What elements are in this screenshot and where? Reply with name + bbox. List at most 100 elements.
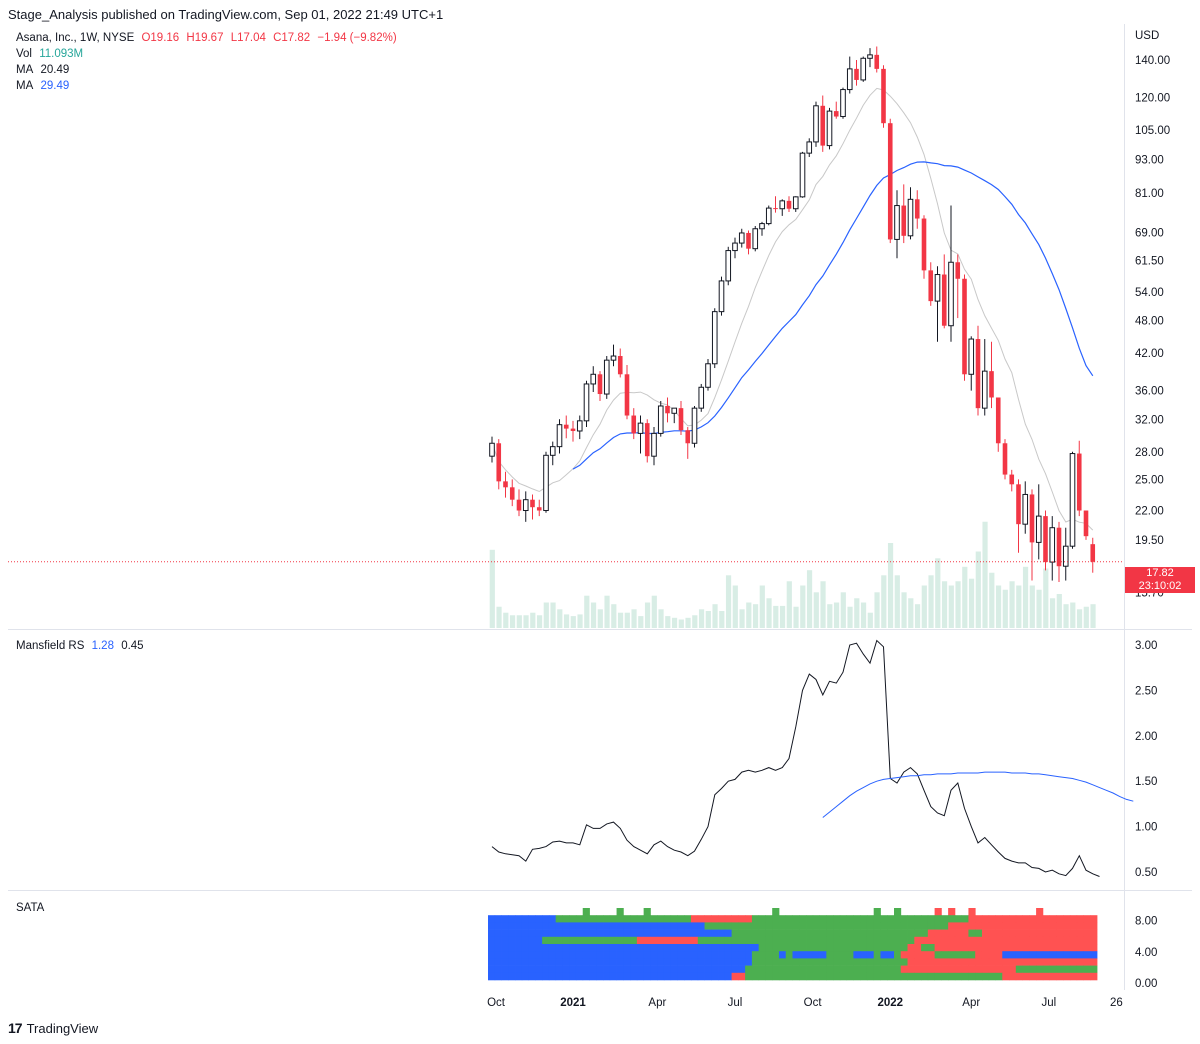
symbol-name[interactable]: Asana, Inc., 1W, NYSE [16,32,135,44]
sata-cell [988,915,996,923]
sata-cell [630,922,638,930]
sata-cell [873,929,881,938]
sata-cell [880,936,888,945]
sata-cell [1036,965,1044,974]
sata-cell [846,915,854,923]
sata-axis[interactable]: 8.00 4.00 0.00 [1135,916,1157,990]
ma1-legend[interactable]: MA 20.49 [16,62,73,78]
sata-cell [860,936,868,945]
sata-cell [765,965,773,974]
sata-cell [1002,965,1010,974]
sata-cell [677,958,685,966]
price-axis[interactable]: 140.00 120.00 105.00 93.00 81.00 69.00 61.50 54… [1135,55,1170,600]
sata-cell [988,958,996,966]
sata-cell [657,965,665,974]
sata-cell [981,922,990,930]
sata-cell [806,936,814,945]
sata-cell [853,936,861,945]
sata-cell [921,929,929,938]
volume-bar [840,592,846,628]
rs-legend[interactable]: Mansfield RS 1.28 0.45 [16,638,148,654]
sata-cell [833,915,841,923]
sata-cell [731,965,739,974]
sata-cell [927,958,935,966]
sata-cell [812,958,820,966]
sata-cell [488,944,496,952]
sata-cell [508,958,516,966]
sata-cell [839,922,848,930]
tradingview-brand[interactable]: 17 TradingView [8,1020,98,1036]
ma2-legend[interactable]: MA 29.49 [16,78,73,94]
sata-cell [630,915,638,923]
sata-cell [914,951,922,959]
sata-cell [589,965,597,974]
sata-cell [1002,929,1010,938]
candle-up [860,57,867,81]
sata-cell [1063,951,1071,959]
time-axis[interactable]: Oct 2021 Apr Jul Oct 2022 Apr Jul 26 [487,997,1123,1009]
sata-cell [616,972,624,981]
sata-cell [819,936,827,945]
sata-cell [521,922,529,930]
sata-cell [704,951,712,959]
volume-bar [590,602,597,628]
sata-cell [575,965,584,974]
sata-cell [623,915,631,923]
sata-cell [1090,972,1098,981]
mansfield-rs-lines[interactable] [491,639,1134,877]
volume-bar [908,598,914,628]
sata-cell [623,951,631,959]
sata-cell [758,965,766,974]
volume-bars [489,521,1096,628]
last-price-tag: 17.82 23:10:02 [1125,567,1195,593]
sata-cell [1076,922,1084,930]
sata-cell [663,965,672,974]
sata-cell [643,972,651,981]
sata-label: SATA [16,902,45,914]
sata-cell [765,951,773,959]
sata-cell [778,922,787,930]
candle-down [1056,527,1062,567]
sata-cell [853,965,861,974]
sata-cell [521,915,529,923]
sata-cell [921,936,929,945]
volume-bar [678,619,684,628]
sata-cell [907,972,915,981]
sata-cell [562,958,570,966]
sata-cell [677,929,685,938]
sata-cell [650,922,658,930]
sata-cell [995,915,1003,923]
sata-cell [954,951,963,959]
volume-bar [658,609,664,628]
sata-cell [826,944,834,952]
sata-cell [826,965,834,974]
sata-cell [866,929,875,938]
sata-cell [751,958,760,966]
sata-legend[interactable]: SATA [16,900,48,916]
rs-axis[interactable]: 3.00 2.50 2.00 1.50 1.00 0.50 [1135,640,1157,879]
candle-up [691,407,698,444]
tradingview-logo-icon: 17 [8,1020,23,1036]
volume-bar [813,592,819,628]
sata-cell [765,936,773,945]
sata-cell [948,936,956,945]
sata-cell [697,922,705,930]
sata-cell [1022,951,1030,959]
sata-cell [711,915,719,923]
sata-cell [677,965,685,974]
sata-cell [853,929,861,938]
sata-cell [860,922,868,930]
time-tick-label: 2021 [560,997,586,1009]
volume-bar [1063,604,1069,628]
sata-cell [792,972,800,981]
sata-cell [806,965,814,974]
sata-cell [921,944,929,952]
sata-cell [738,915,746,923]
candle-down [820,105,826,146]
candlesticks[interactable] [489,46,1096,583]
volume-legend[interactable]: Vol 11.093M [16,46,87,62]
candle-up [752,228,759,250]
sata-heatmap[interactable] [488,908,1098,981]
sata-cell [1056,951,1064,959]
